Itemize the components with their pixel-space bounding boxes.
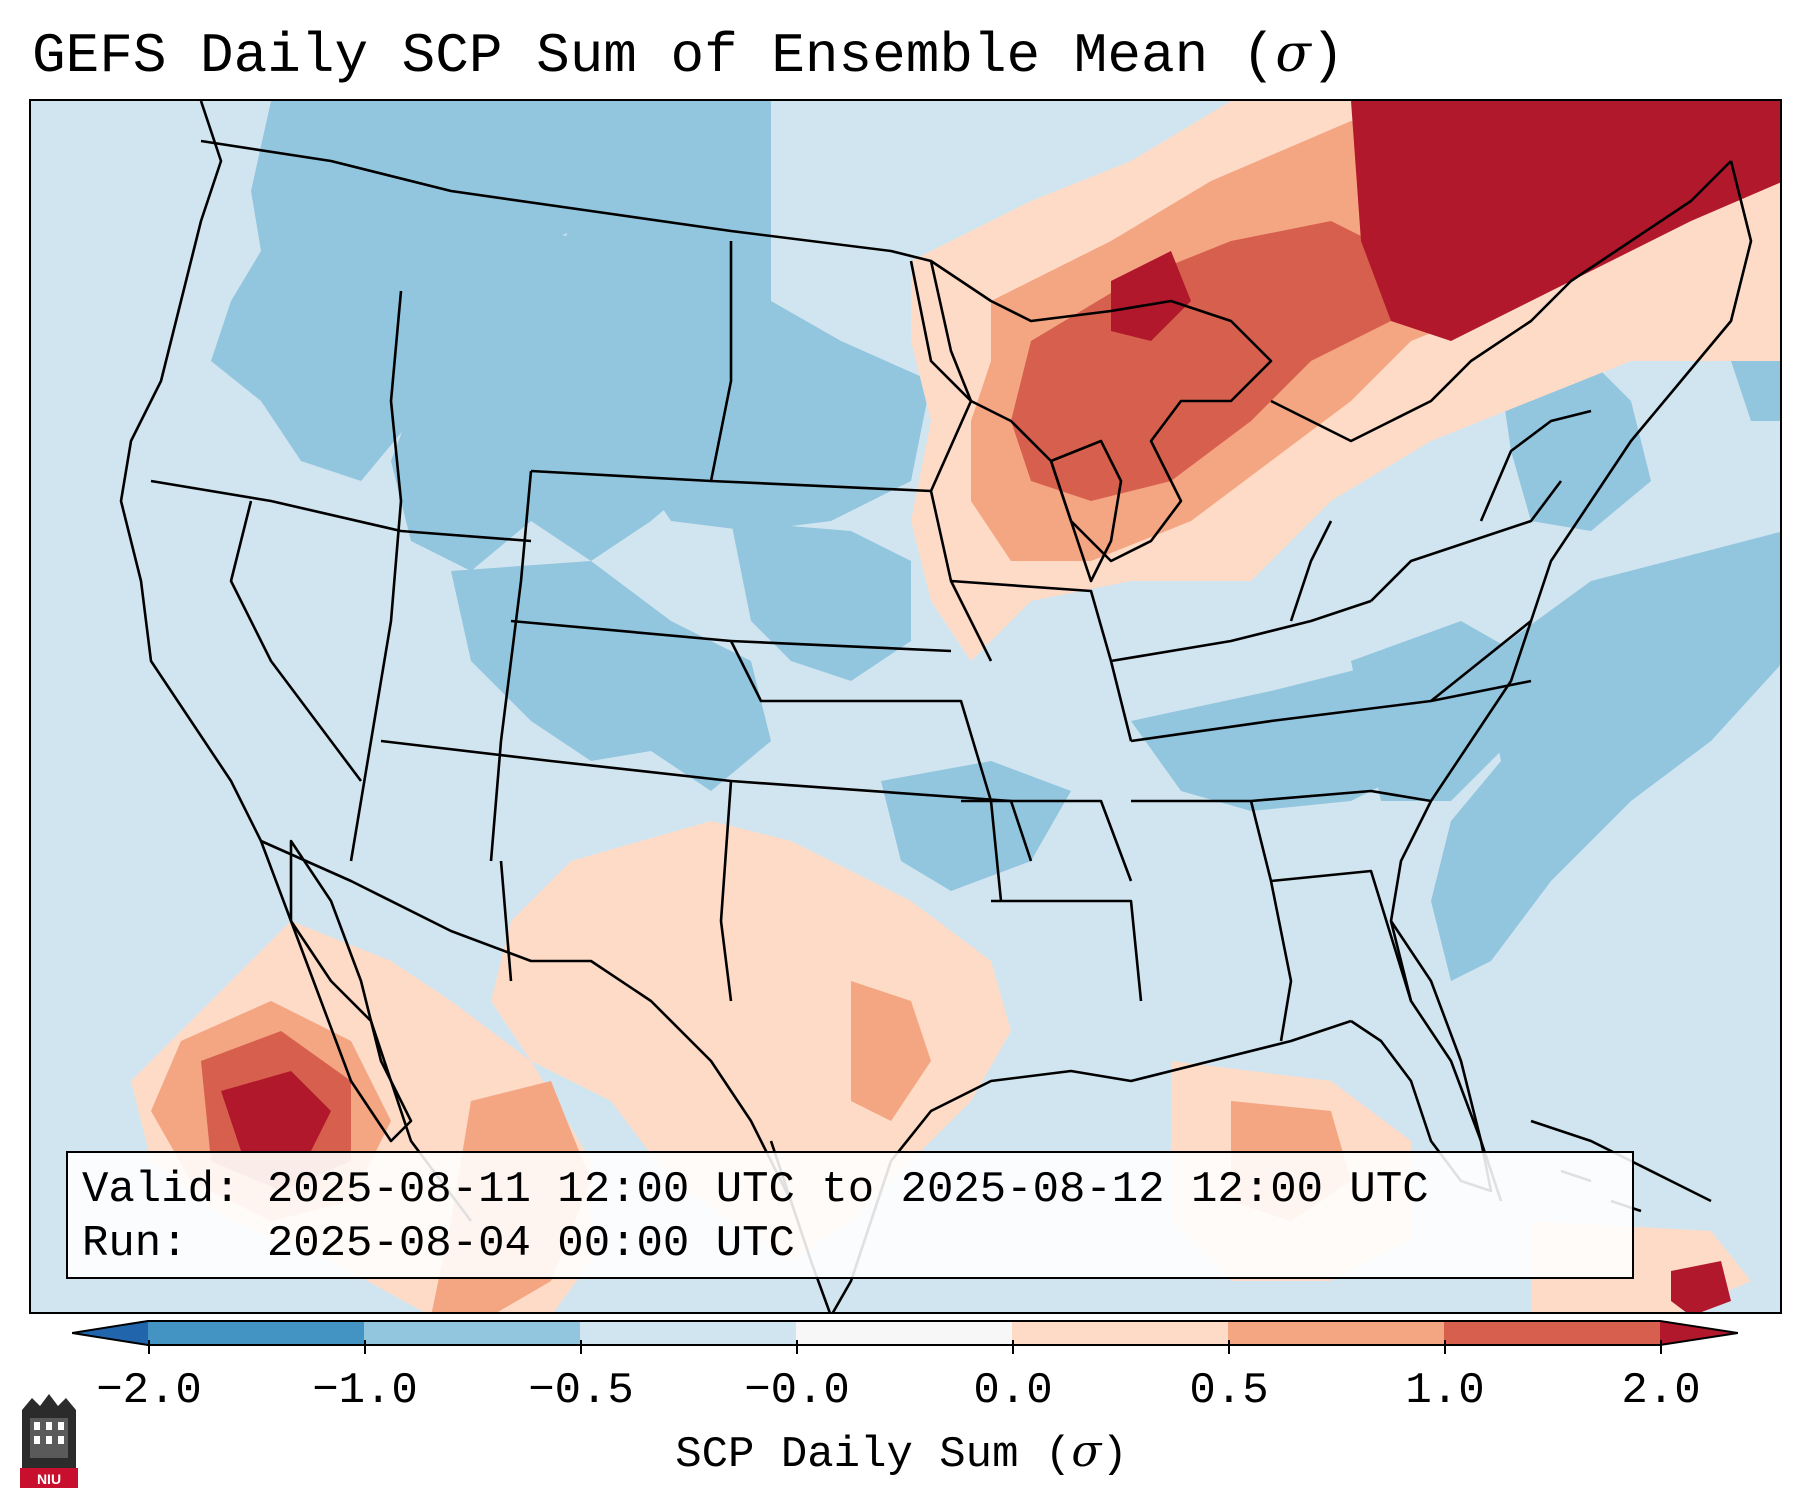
valid-label: Valid: bbox=[82, 1165, 241, 1215]
upper-michigan-red bbox=[1011, 221, 1411, 501]
utah-colorado-blue bbox=[451, 561, 771, 791]
run-label: Run: bbox=[82, 1219, 188, 1269]
tick-label-5: 0.0 bbox=[973, 1366, 1053, 1416]
tick-label-6: 0.5 bbox=[1189, 1366, 1269, 1416]
title-text: GEFS Daily SCP Sum of Ensemble Mean ( bbox=[32, 24, 1276, 88]
canada-border bbox=[200, 139, 932, 263]
tick-label-7: 1.0 bbox=[1405, 1366, 1485, 1416]
colorbar-band-5 bbox=[1012, 1321, 1228, 1345]
colorbar-label: SCP Daily Sum (σ) bbox=[0, 1424, 1803, 1483]
west-atlantic-edge-blue bbox=[1731, 342, 1780, 421]
tick-label-2: −1.0 bbox=[312, 1366, 418, 1416]
nebraska-kansas-blue bbox=[731, 521, 911, 681]
page-title: GEFS Daily SCP Sum of Ensemble Mean (σ) bbox=[32, 22, 1345, 88]
colorbar-label-close: ) bbox=[1101, 1430, 1128, 1480]
run-value: 2025-08-04 00:00 UTC bbox=[266, 1219, 795, 1269]
colorbar-band-6 bbox=[1228, 1321, 1444, 1345]
tick-label-1: −2.0 bbox=[96, 1366, 202, 1416]
atlantic-blue bbox=[1431, 532, 1780, 981]
baja-peninsula bbox=[289, 839, 413, 1143]
colorbar-band-7 bbox=[1444, 1321, 1660, 1345]
state-lines-east bbox=[1131, 409, 1592, 1042]
below-normal-regions bbox=[211, 101, 1780, 981]
tick-mark bbox=[364, 1340, 366, 1354]
state-lines-central bbox=[710, 260, 1532, 1002]
tick-label-3: −0.5 bbox=[528, 1366, 634, 1416]
valid-run-info-box: Valid: 2025-08-11 12:00 UTC to 2025-08-1… bbox=[66, 1151, 1634, 1279]
colorbar-extend-high bbox=[1660, 1321, 1738, 1345]
valid-value: 2025-08-11 12:00 UTC to 2025-08-12 12:00… bbox=[266, 1165, 1429, 1215]
ozark-blue bbox=[881, 761, 1071, 891]
colorbar-extend-low bbox=[72, 1321, 148, 1345]
tick-label-4: −0.0 bbox=[744, 1366, 850, 1416]
colorbar-label-sigma: σ bbox=[1071, 1426, 1102, 1477]
tick-mark bbox=[1012, 1340, 1014, 1354]
logo-text: NIU bbox=[37, 1471, 61, 1487]
colorbar-label-text: SCP Daily Sum ( bbox=[675, 1430, 1072, 1480]
tick-mark bbox=[796, 1340, 798, 1354]
quebec-dark-red bbox=[1351, 101, 1780, 341]
tick-mark bbox=[1444, 1340, 1446, 1354]
map-svg bbox=[31, 101, 1780, 1312]
tick-label-8: 2.0 bbox=[1621, 1366, 1701, 1416]
colorbar-ticks: −2.0 −1.0 −0.5 −0.0 0.0 0.5 1.0 2.0 bbox=[0, 1340, 1803, 1420]
niu-logo: NIU bbox=[20, 1394, 78, 1488]
lake-michigan bbox=[1049, 439, 1123, 583]
maximum-regions bbox=[221, 101, 1780, 1312]
map-panel bbox=[29, 99, 1782, 1314]
superior-dark-red bbox=[1111, 251, 1191, 341]
title-sigma: σ bbox=[1275, 24, 1311, 84]
colorbar-band-4 bbox=[796, 1321, 1012, 1345]
east-coast bbox=[1389, 160, 1753, 1202]
title-close: ) bbox=[1310, 24, 1345, 88]
texas-salmon bbox=[851, 981, 931, 1121]
tick-mark bbox=[580, 1340, 582, 1354]
state-lines-west bbox=[150, 241, 1033, 1002]
great-lakes-outline bbox=[929, 160, 1732, 563]
tick-mark bbox=[1228, 1340, 1230, 1354]
colorbar-band-2 bbox=[364, 1321, 580, 1345]
hispaniola-dark-red bbox=[1671, 1261, 1731, 1312]
colorbar-band-1 bbox=[148, 1321, 364, 1345]
colorbar-band-3 bbox=[580, 1321, 796, 1345]
wyoming-dakota-blue bbox=[551, 101, 931, 531]
us-mexico-border bbox=[260, 839, 793, 1202]
mexico-dark-red bbox=[221, 1071, 331, 1151]
colorbar bbox=[72, 1320, 1738, 1346]
tick-mark bbox=[148, 1340, 150, 1354]
tick-mark bbox=[1660, 1340, 1662, 1354]
